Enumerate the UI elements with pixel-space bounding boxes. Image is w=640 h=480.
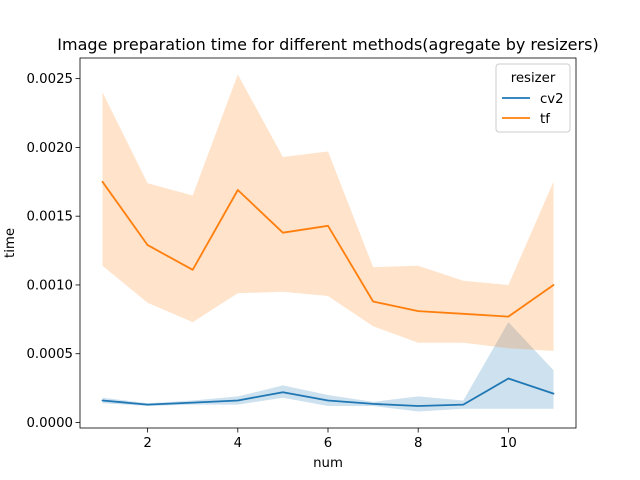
x-axis-title: num bbox=[313, 456, 343, 471]
y-tick-label: 0.0020 bbox=[26, 141, 73, 156]
legend-label-cv2: cv2 bbox=[540, 92, 564, 107]
x-tick-label: 8 bbox=[414, 436, 422, 451]
y-axis-ticks: 0.0000 0.0005 0.0010 0.0015 0.0020 0.0025 bbox=[26, 72, 80, 431]
x-tick-label: 10 bbox=[500, 436, 517, 451]
y-tick-label: 0.0025 bbox=[26, 72, 73, 87]
x-tick-label: 4 bbox=[234, 436, 242, 451]
legend-box bbox=[495, 63, 571, 133]
legend: resizer cv2 tf bbox=[495, 63, 571, 133]
legend-label-tf: tf bbox=[540, 112, 550, 127]
confidence-bands bbox=[102, 74, 554, 412]
series-line-tf bbox=[101, 180, 555, 318]
y-tick-label: 0.0000 bbox=[26, 416, 73, 431]
chart-title: Image preparation time for different met… bbox=[57, 35, 598, 54]
y-tick-label: 0.0015 bbox=[26, 210, 73, 225]
series-lines bbox=[101, 180, 555, 407]
legend-title: resizer bbox=[511, 71, 556, 86]
ci-band-cv2 bbox=[102, 322, 554, 412]
x-axis-ticks: 2 4 6 8 10 bbox=[143, 428, 517, 451]
y-axis-title: time bbox=[3, 228, 18, 258]
x-tick-label: 2 bbox=[143, 436, 151, 451]
ci-band-tf bbox=[102, 74, 554, 351]
y-tick-label: 0.0005 bbox=[26, 347, 73, 362]
series-line-cv2 bbox=[101, 377, 555, 407]
x-tick-label: 6 bbox=[324, 436, 332, 451]
y-tick-label: 0.0010 bbox=[26, 278, 73, 293]
